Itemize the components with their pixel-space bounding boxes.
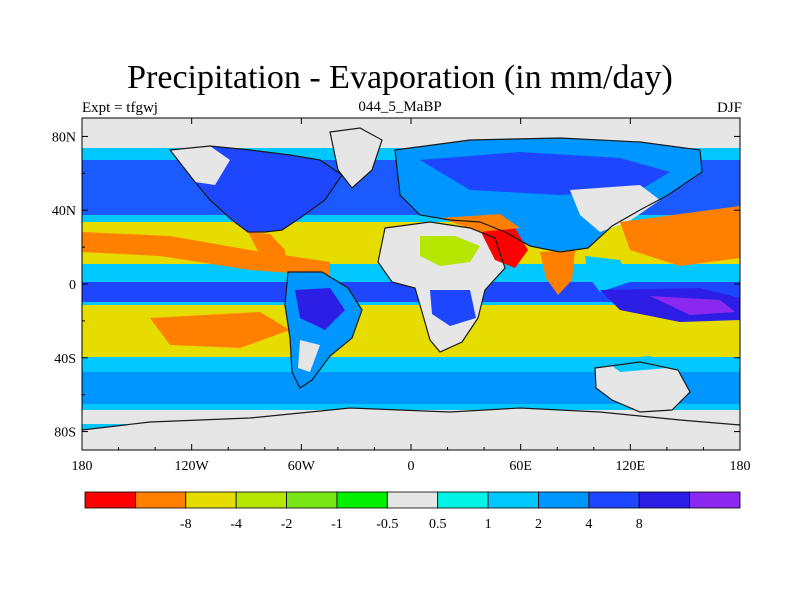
y-tick-label: 40N (52, 204, 76, 219)
colorbar-label: -0.5 (376, 517, 398, 532)
east-asia-dry (570, 185, 660, 232)
coastlines (82, 127, 740, 431)
southeast-asia (585, 256, 630, 292)
colorbar-box (336, 491, 388, 509)
band-north-dry (82, 232, 330, 276)
map-area (82, 118, 740, 450)
x-tick-label: 180 (730, 459, 751, 474)
coast-africa (377, 221, 506, 353)
band-south-dry (150, 312, 290, 348)
colorbar-label: 0.5 (429, 517, 447, 532)
y-tick-label: 0 (69, 278, 76, 293)
colorbar-box (235, 491, 287, 509)
coast-south-america (284, 271, 363, 389)
south-america-wet (295, 288, 345, 330)
south-america-dry (298, 340, 320, 372)
colorbar-box (84, 491, 136, 509)
x-tick-label: 120E (616, 459, 646, 474)
coast-eurasia (394, 137, 703, 253)
coast-greenland (329, 127, 383, 189)
colorbar-label: -4 (230, 517, 242, 532)
axis-ticks: 180 120W 60W 0 60E 120E 180 80N 40N 0 40S 80S (52, 118, 751, 474)
colorbar-box (588, 491, 640, 509)
coast-australia (594, 361, 691, 413)
colorbar-label: 4 (585, 517, 592, 532)
siberia-wet (420, 152, 670, 195)
colorbar-box (689, 491, 741, 509)
colorbar-label: -2 (281, 517, 293, 532)
greenland (330, 128, 382, 188)
nw-pacific-dry (620, 206, 740, 266)
colorbar-label: 2 (535, 517, 542, 532)
colorbar-box (487, 491, 539, 509)
sahara-dry (420, 236, 480, 266)
experiment-label: Expt = tfgwj (82, 100, 158, 116)
coast-antarctica (82, 407, 740, 431)
north-america-west (170, 146, 230, 185)
warm-pool-core (650, 296, 735, 315)
colorbar-box (386, 491, 439, 509)
australia-north (605, 356, 668, 372)
x-tick-label: 120W (175, 459, 210, 474)
coast-north-america (168, 145, 343, 233)
band-itcz (82, 282, 740, 302)
africa-equatorial-wet (430, 290, 476, 326)
central-america (248, 232, 288, 272)
colorbar-box (134, 491, 187, 509)
colorbar: -8 -4 -2 -1 -0.5 0.5 1 2 4 8 (84, 491, 741, 532)
australia-land (595, 362, 690, 412)
time-label: 044_5_MaBP (358, 99, 442, 115)
colorbar-label: -8 (180, 517, 192, 532)
india (540, 250, 575, 295)
colorbar-label: 8 (636, 517, 643, 532)
y-tick-label: 40S (54, 352, 76, 367)
x-tick-label: 180 (72, 459, 93, 474)
x-tick-label: 0 (408, 459, 415, 474)
x-tick-label: 60E (509, 459, 532, 474)
y-tick-label: 80N (52, 130, 76, 145)
colorbar-box (185, 491, 237, 509)
colorbar-box (286, 491, 338, 509)
x-tick-label: 60W (288, 459, 316, 474)
colorbar-label: -1 (331, 517, 343, 532)
season-label: DJF (716, 100, 742, 116)
middle-east-orange (440, 214, 520, 232)
colorbar-box (437, 491, 489, 509)
colorbar-box (538, 491, 590, 509)
colorbar-label: 1 (485, 517, 492, 532)
colorbar-box (638, 491, 691, 509)
y-tick-label: 80S (54, 426, 76, 441)
plot-title: Precipitation - Evaporation (in mm/day) (127, 59, 673, 96)
